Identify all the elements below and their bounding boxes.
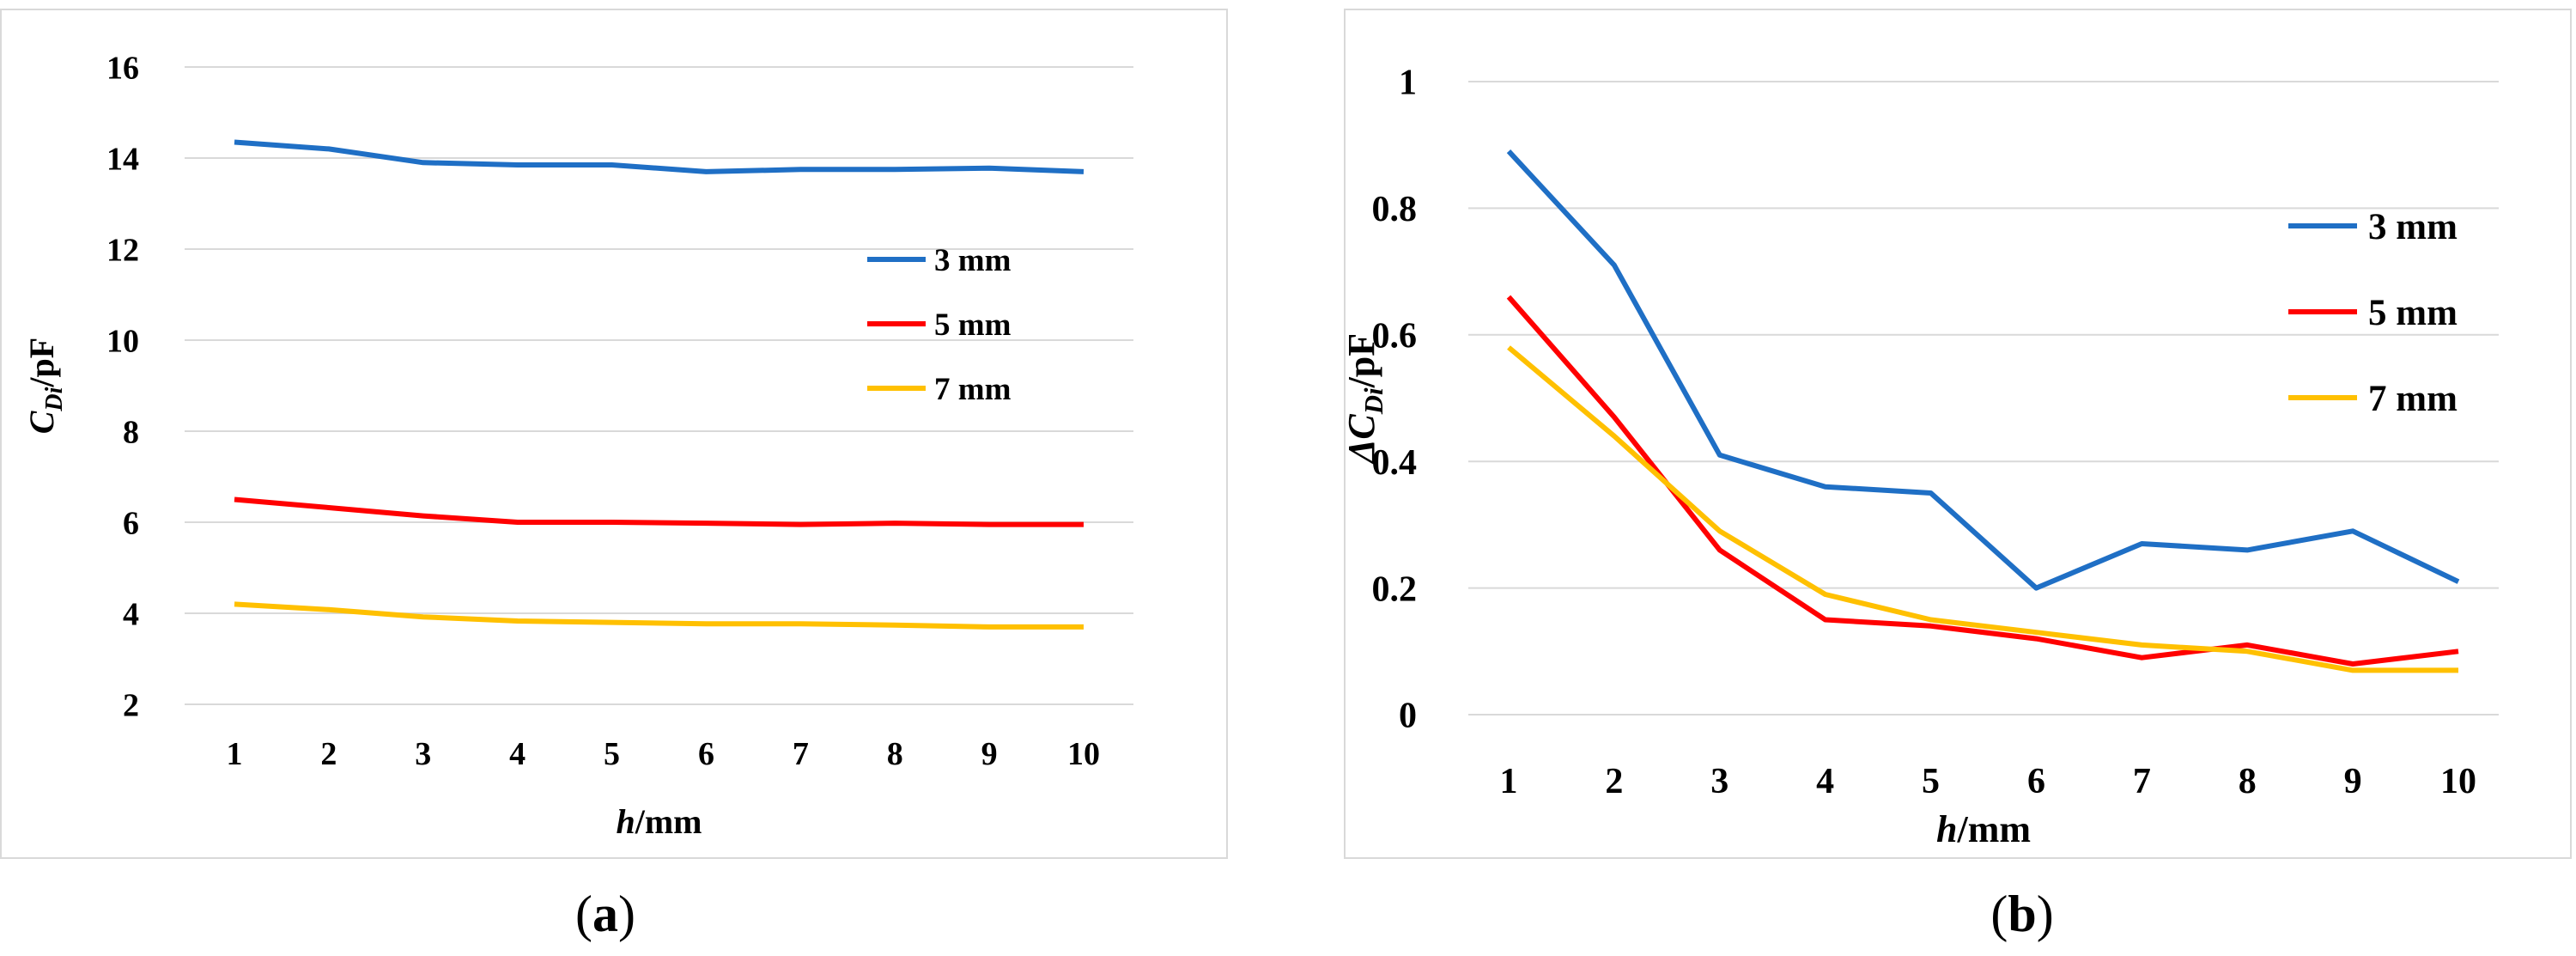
x-tick-label: 10 (2440, 762, 2476, 801)
subfigure-label-a: (a) (575, 886, 635, 942)
x-axis-label: h/mm (1936, 808, 2031, 850)
y-tick-label: 0.6 (1372, 317, 1418, 356)
x-tick-label: 3 (1710, 762, 1728, 801)
y-tick-label: 0 (1399, 697, 1417, 736)
y-tick-label: 2 (123, 687, 139, 723)
y-axis-label: ΔCDi/pF (1344, 333, 1388, 465)
legend-label: 3 mm (934, 243, 1012, 278)
legend-label: 7 mm (934, 372, 1012, 407)
x-tick-label: 3 (415, 736, 431, 772)
x-axis-label-var: h (1936, 808, 1957, 850)
series-line-3mm (1506, 149, 2460, 591)
y-axis-label-unit: /pF (1344, 333, 1382, 389)
y-tick-label: 1 (1399, 64, 1417, 103)
x-tick-label: 2 (320, 736, 337, 772)
x-axis-label-var: h (616, 802, 635, 841)
x-tick-label: 7 (793, 736, 809, 772)
series-line-7mm (234, 601, 1084, 630)
x-axis-label: h/mm (616, 802, 702, 841)
y-tick-label: 16 (106, 50, 139, 86)
y-tick-label: 0.4 (1372, 443, 1418, 483)
x-tick-label: 8 (2239, 762, 2257, 801)
x-tick-label: 1 (1500, 762, 1518, 801)
y-tick-label: 10 (106, 323, 139, 359)
y-axis-label-subscript: Di (41, 387, 68, 411)
chart-panel-b: 0 0.2 0.4 0.6 0.8 1 1 2 3 4 5 6 7 8 9 10 h/mm ΔCDi/pF 3 mm… (1344, 9, 2572, 859)
x-tick-label: 6 (698, 736, 714, 772)
chart-frame (0, 9, 1228, 859)
x-tick-label: 10 (1067, 736, 1100, 772)
y-tick-label: 12 (106, 232, 139, 268)
legend-label: 7 mm (2368, 379, 2458, 419)
series-line-5mm (234, 496, 1084, 527)
legend-label: 3 mm (2368, 207, 2458, 247)
series-line-7mm (1507, 345, 2458, 673)
y-tick-label: 0.2 (1372, 569, 1418, 609)
legend-label: 5 mm (2368, 293, 2458, 333)
chart-frame (1344, 9, 2572, 859)
y-axis-label: CDi/pF (22, 338, 68, 434)
chart-panel-a: 2 4 6 8 10 12 14 16 1 2 3 4 5 6 7 8 9 10 h/mm CDi/pF 3 mm 5 m… (0, 9, 1228, 859)
x-axis-label-unit: /mm (1956, 808, 2031, 850)
y-axis-label-unit: /pF (22, 338, 61, 388)
y-axis-label-var: ΔC (1344, 414, 1382, 466)
x-tick-label: 8 (887, 736, 903, 772)
subfigure-label-b: (b) (1990, 886, 2054, 942)
x-tick-label: 9 (2344, 762, 2362, 801)
y-axis-label-subscript: Di (1359, 387, 1388, 415)
x-tick-label: 4 (509, 736, 526, 772)
x-tick-label: 9 (981, 736, 998, 772)
series-line-3mm (234, 139, 1084, 174)
y-axis-label-var: C (22, 410, 61, 434)
x-tick-label: 5 (1922, 762, 1940, 801)
chart-b: 0 0.2 0.4 0.6 0.8 1 1 2 3 4 5 6 7 8 9 10 h/mm ΔCDi/pF 3 mm… (1344, 9, 2572, 859)
x-tick-label: 6 (2027, 762, 2045, 801)
x-tick-label: 7 (2133, 762, 2151, 801)
y-tick-label: 4 (123, 596, 139, 632)
subfigure-letter-b: b (2008, 886, 2037, 942)
y-tick-label: 8 (123, 414, 139, 450)
y-tick-label: 6 (123, 505, 139, 541)
x-tick-label: 1 (227, 736, 243, 772)
y-tick-label: 14 (106, 141, 139, 177)
y-tick-label: 0.8 (1372, 190, 1418, 229)
x-tick-label: 4 (1816, 762, 1834, 801)
x-tick-label: 2 (1605, 762, 1623, 801)
legend-label: 5 mm (934, 308, 1012, 343)
x-tick-label: 5 (604, 736, 620, 772)
subfigure-letter-a: a (592, 886, 618, 942)
x-axis-label-unit: /mm (635, 802, 702, 841)
